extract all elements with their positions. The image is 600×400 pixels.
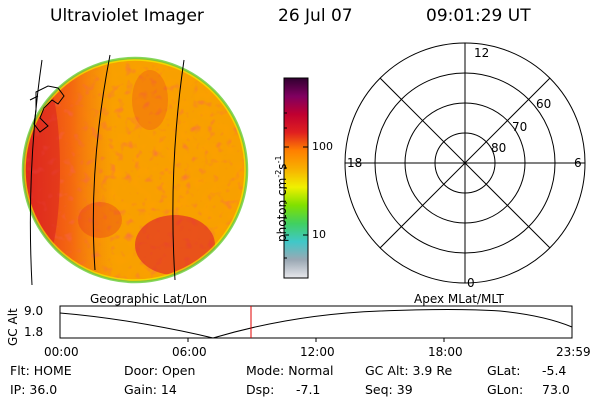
status-glat-value: -5.4 (542, 363, 567, 378)
time-tick-2359: 23:59 (556, 345, 591, 359)
status-glon-label: GLon: (487, 382, 524, 397)
time-tick-1200: 12:00 (300, 345, 335, 359)
altitude-tick-min: 1.8 (24, 325, 44, 339)
mlt-label-0: 0 (467, 276, 475, 290)
altitude-axis-label: GC Alt (6, 308, 20, 346)
time-label: 09:01:29 UT (426, 6, 531, 26)
colorbar (283, 77, 309, 279)
colorbar-tick-10: 10 (312, 228, 326, 241)
mlat-label-70: 70 (512, 120, 528, 134)
status-door: Door: Open (124, 363, 196, 378)
app-title: Ultraviolet Imager (50, 6, 204, 26)
status-ip: IP: 36.0 (10, 382, 58, 397)
mlt-label-18: 18 (347, 156, 363, 170)
altitude-tick-max: 9.0 (24, 304, 44, 318)
time-tick-1800: 18:00 (428, 345, 463, 359)
status-gc-altitude: GC Alt: 3.9 Re (365, 363, 453, 378)
status-dsp-value: -7.1 (296, 382, 321, 397)
status-dsp-label: Dsp: (246, 382, 275, 397)
status-mode: Mode: Normal (246, 363, 334, 378)
date-label: 26 Jul 07 (278, 6, 353, 26)
mlt-label-12: 12 (474, 46, 490, 60)
geographic-caption: Geographic Lat/Lon (90, 292, 208, 306)
status-flight: Flt: HOME (10, 363, 72, 378)
status-gain: Gain: 14 (124, 382, 177, 397)
apex-caption: Apex MLat/MLT (414, 292, 504, 306)
time-tick-0000: 00:00 (44, 345, 79, 359)
time-tick-0600: 06:00 (172, 345, 207, 359)
mlat-label-80: 80 (491, 141, 507, 155)
mlat-label-60: 60 (536, 97, 552, 111)
colorbar-tick-100: 100 (312, 140, 333, 153)
status-glon-value: 73.0 (542, 382, 570, 397)
mlt-label-6: 6 (574, 156, 582, 170)
status-glat-label: GLat: (487, 363, 521, 378)
status-sequence: Seq: 39 (365, 382, 413, 397)
